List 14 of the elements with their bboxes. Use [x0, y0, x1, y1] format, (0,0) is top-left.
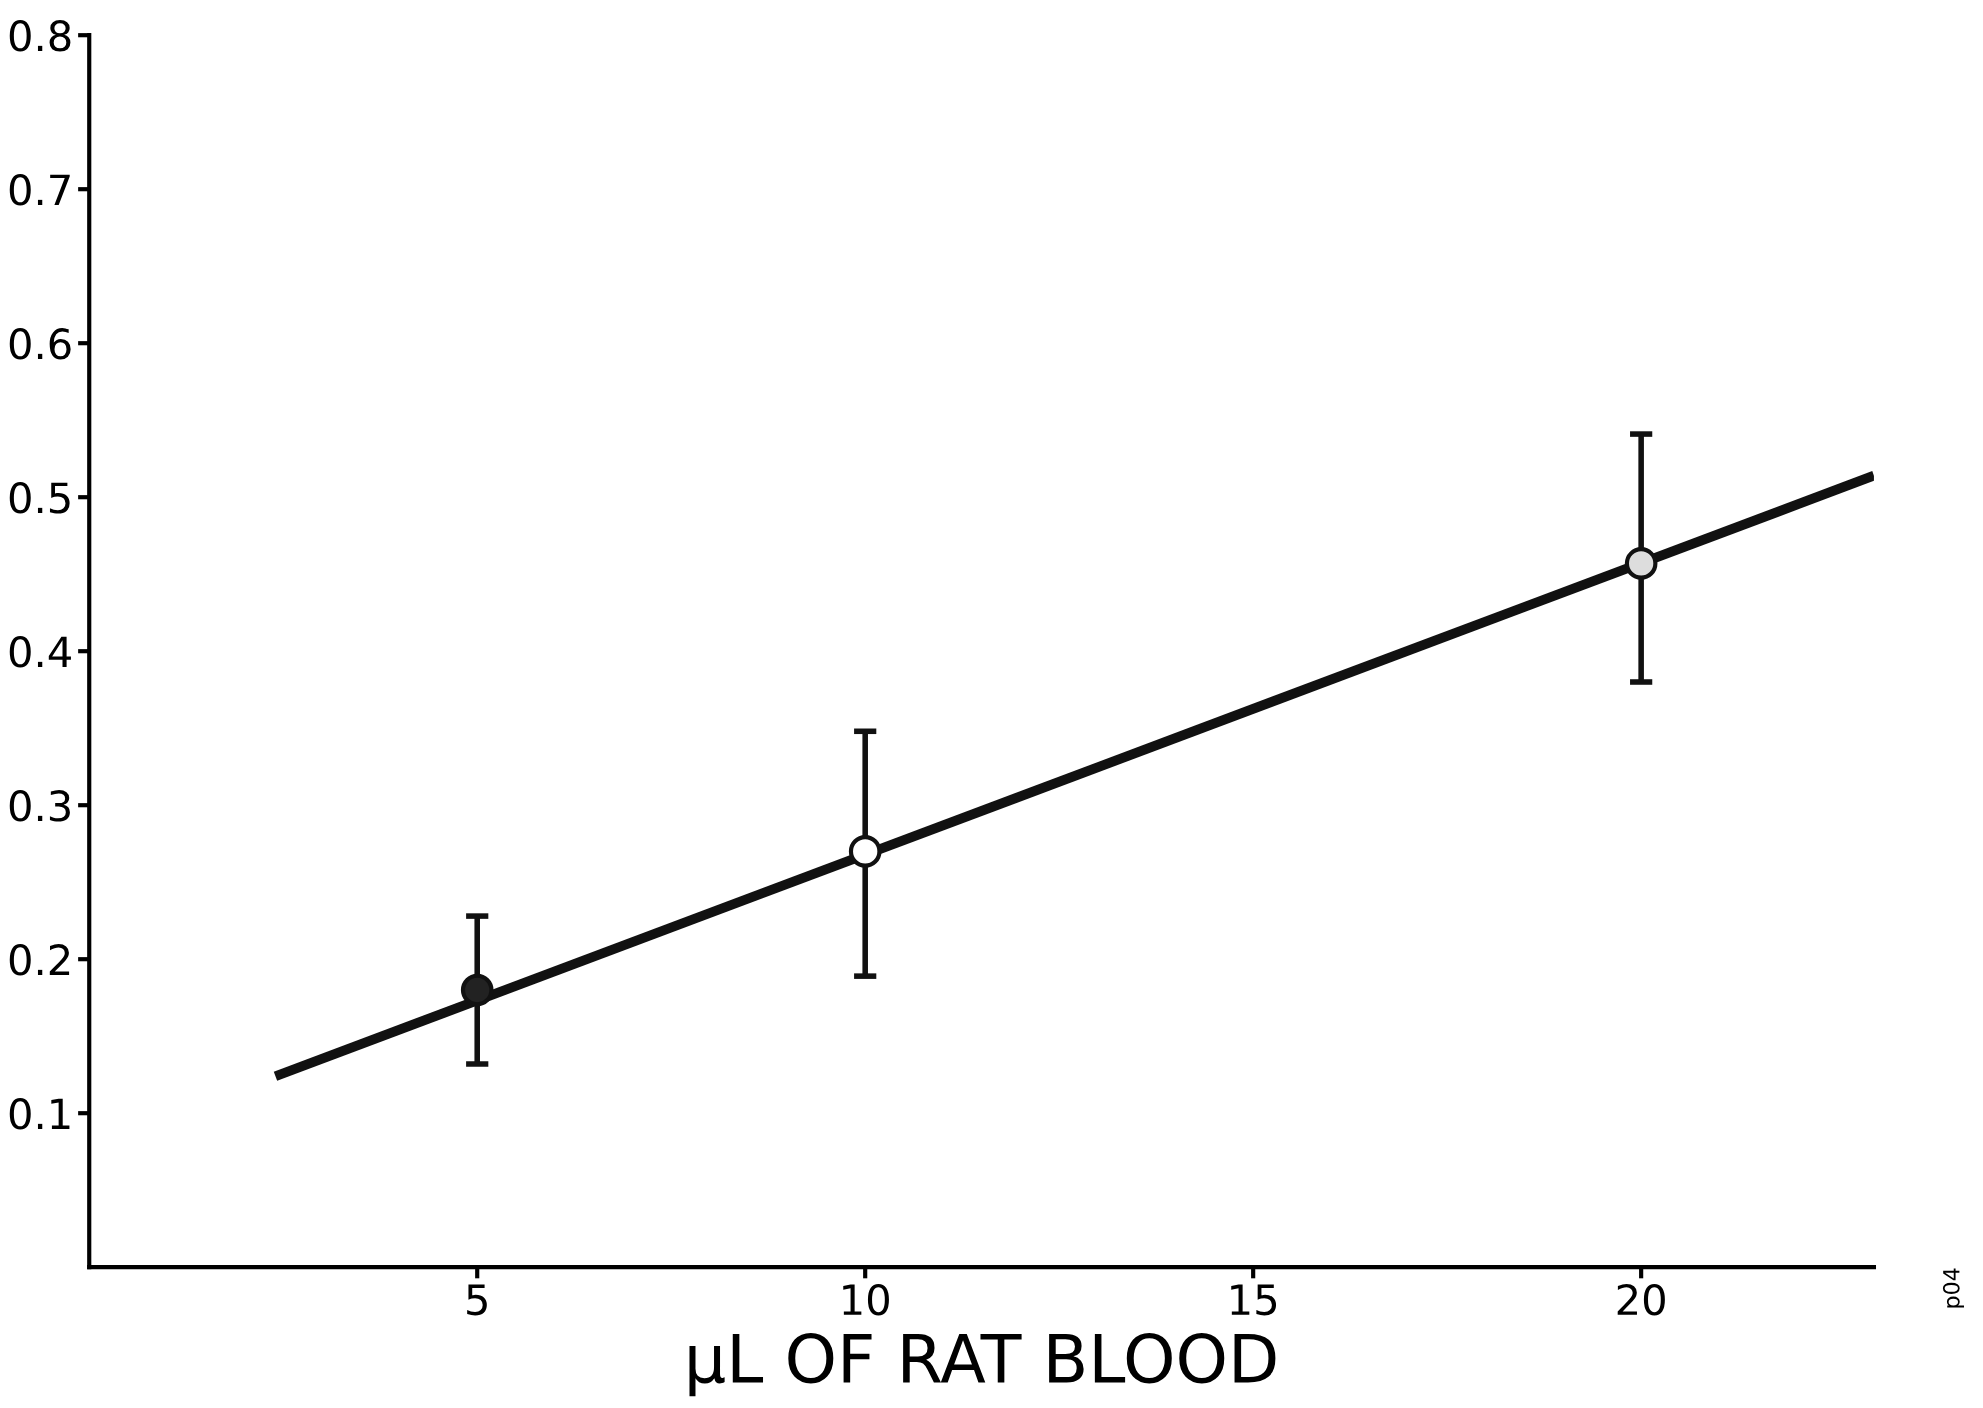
text: p04 [1942, 1268, 1965, 1308]
y-tick-label: 0.3 [9, 790, 70, 822]
y-tick-label: 0.7 [9, 174, 70, 206]
x-axis-title: μL OF RAT BLOOD [689, 1333, 1276, 1397]
y-tick-label: 0.1 [9, 1098, 70, 1130]
y-tick-label: 0.2 [9, 944, 70, 976]
y-tick-label: 0.4 [9, 636, 71, 668]
y-tick-label: 0.6 [9, 328, 71, 360]
y-tick-label: 0.8 [9, 20, 71, 52]
x-tick-label: 20 [1617, 1283, 1665, 1316]
x-tick-label: 15 [1231, 1284, 1277, 1316]
x-tick-label: 5 [467, 1284, 487, 1316]
y-tick-label: 0.5 [9, 482, 70, 514]
x-tick-label: 10 [843, 1283, 889, 1316]
